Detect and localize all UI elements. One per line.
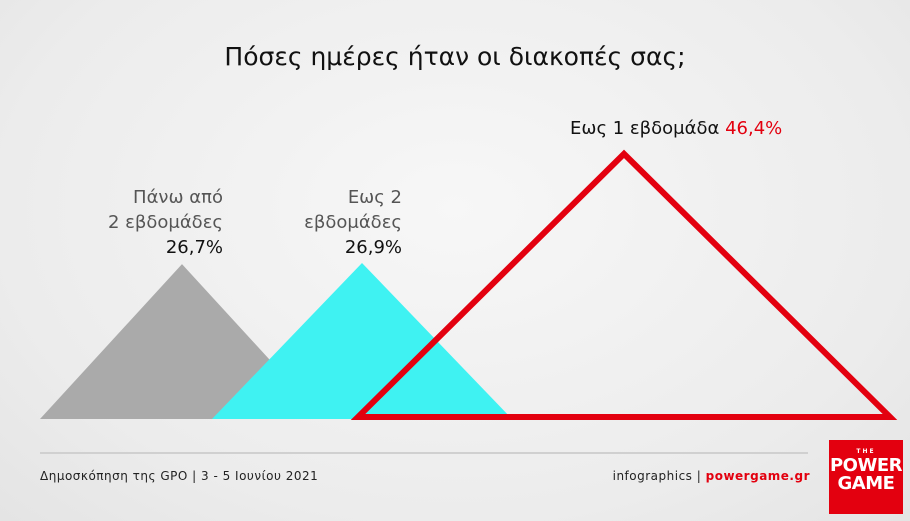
label-over-2-weeks-line2: 2 εβδομάδες xyxy=(107,212,223,233)
footer-source: Δημοσκόπηση της GPO | 3 - 5 Ιουνίου 2021 xyxy=(40,469,319,483)
chart-title: Πόσες ημέρες ήταν οι διακοπές σας; xyxy=(224,42,686,71)
logo-game: GAME xyxy=(837,473,895,494)
label-up-to-1-week-text: Εως 1 εβδομάδα xyxy=(570,118,720,139)
footer-credit-text: infographics | xyxy=(612,469,702,483)
value-up-to-2-weeks: 26,9% xyxy=(344,237,402,258)
logo-the: THE xyxy=(856,448,876,455)
label-over-2-weeks-line1: Πάνω από xyxy=(133,187,223,208)
triangle-up-to-2-weeks xyxy=(212,262,512,419)
label-up-to-1-week: Εως 1 εβδομάδα 46,4% xyxy=(570,116,782,141)
label-up-to-2-weeks-line1: Εως 2 xyxy=(347,187,402,208)
footer-credit: infographics | powergame.gr xyxy=(613,469,810,483)
value-over-2-weeks: 26,7% xyxy=(165,237,223,258)
power-game-logo: THE POWER GAME xyxy=(829,440,903,514)
value-up-to-1-week: 46,4% xyxy=(725,118,783,139)
label-over-2-weeks: Πάνω από 2 εβδομάδες 26,7% xyxy=(108,185,223,260)
triangle-up-to-1-week xyxy=(350,149,898,420)
label-up-to-2-weeks: Εως 2 εβδομάδες 26,9% xyxy=(304,185,402,260)
footer-divider xyxy=(40,452,808,454)
logo-power: POWER xyxy=(829,455,903,476)
label-up-to-2-weeks-line2: εβδομάδες xyxy=(304,212,402,233)
footer-site-link[interactable]: powergame.gr xyxy=(705,469,810,483)
